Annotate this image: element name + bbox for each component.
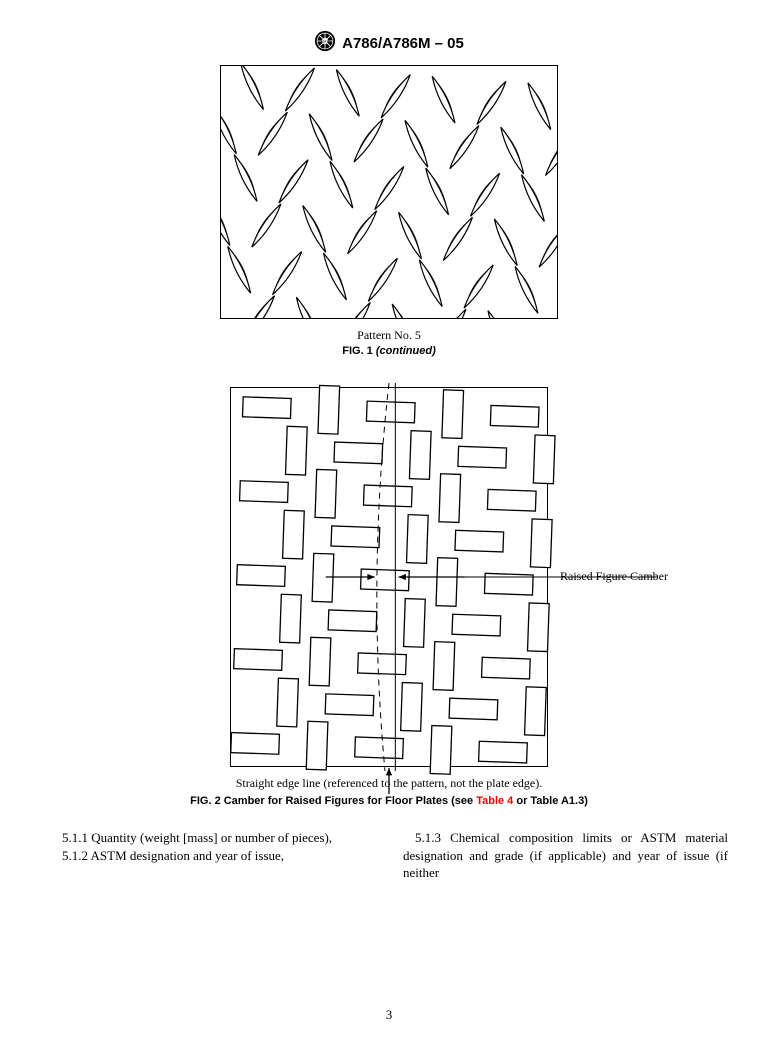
figure-1-svg xyxy=(221,66,557,318)
astm-logo-icon: ASTM xyxy=(314,30,336,56)
body-columns: 5.1.1 Quantity (weight [mass] or number … xyxy=(50,829,728,882)
figure-2-svg xyxy=(231,388,547,766)
figure-2-block: Raised Figure Camber Straight edge line … xyxy=(50,363,728,807)
figure-2-frame xyxy=(230,387,548,767)
figure-1-caption-suffix: (continued) xyxy=(376,345,436,357)
figure-1-caption-prefix: FIG. 1 xyxy=(342,345,373,357)
page-number: 3 xyxy=(0,1007,778,1023)
figure-2-wrap: Raised Figure Camber xyxy=(230,387,548,772)
figure-1-frame xyxy=(220,65,558,319)
figure-2-caption-suffix: or Table A1.3) xyxy=(513,795,588,807)
para-5-1-3: 5.1.3 Chemical composition limits or AST… xyxy=(403,829,728,882)
column-right: 5.1.3 Chemical composition limits or AST… xyxy=(403,829,728,882)
figure-1-pattern-label: Pattern No. 5 xyxy=(50,328,728,343)
page-container: ASTM A786/A786M – 05 Pattern No. 5 FIG. … xyxy=(0,0,778,902)
figure-2-caption-link[interactable]: Table 4 xyxy=(476,795,513,807)
para-5-1-1: 5.1.1 Quantity (weight [mass] or number … xyxy=(50,829,375,847)
figure-2-caption-prefix: FIG. 2 Camber for Raised Figures for Flo… xyxy=(190,795,476,807)
figure-1-caption: FIG. 1 (continued) xyxy=(50,345,728,357)
svg-text:ASTM: ASTM xyxy=(321,40,330,44)
figure-1-block: Pattern No. 5 FIG. 1 (continued) xyxy=(50,65,728,357)
standard-id: A786/A786M – 05 xyxy=(342,35,464,52)
page-header: ASTM A786/A786M – 05 xyxy=(50,30,728,57)
column-left: 5.1.1 Quantity (weight [mass] or number … xyxy=(50,829,375,882)
figure-2-callout-right: Raised Figure Camber xyxy=(560,569,668,584)
header-line: ASTM A786/A786M – 05 xyxy=(314,30,464,56)
para-5-1-2: 5.1.2 ASTM designation and year of issue… xyxy=(50,847,375,865)
figure-2-caption: FIG. 2 Camber for Raised Figures for Flo… xyxy=(50,795,728,807)
